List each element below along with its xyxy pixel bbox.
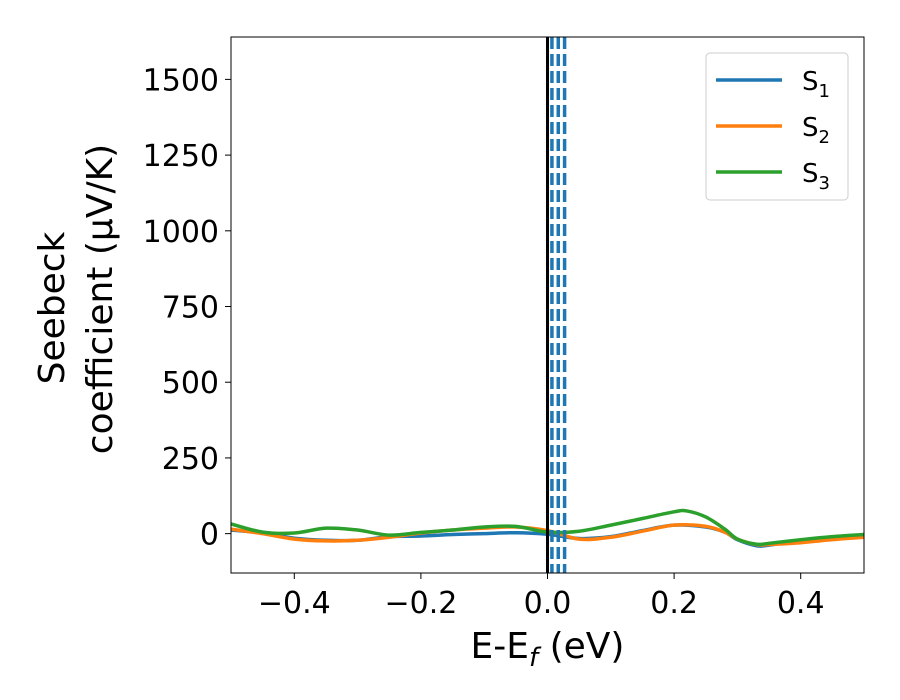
x-axis-title-unit: (eV) — [538, 626, 624, 667]
axis-ticks: −0.4 −0.2 0.0 0.2 0.4 0 250 500 750 1000 1250 1500 — [143, 63, 825, 621]
legend-label-s3: S3 — [802, 159, 830, 194]
y-tick-label: 0 — [200, 518, 219, 553]
x-tick-label: 0.4 — [777, 586, 825, 621]
x-axis-title: E-Ef (eV) — [471, 626, 625, 673]
series-line-s3 — [231, 508, 864, 547]
y-tick-label: 1250 — [143, 139, 219, 174]
x-axis-title-main: E-E — [471, 626, 529, 667]
y-tick-label: 1500 — [143, 63, 219, 98]
y-axis-title-line1: Seebeck — [32, 231, 73, 384]
legend-label-s2: S2 — [802, 113, 830, 148]
y-axis-title-line2: coefficient (μV/K) — [80, 144, 121, 454]
legend-label-s1: S1 — [802, 67, 830, 102]
y-tick-label: 1000 — [143, 215, 219, 250]
legend: S1 S2 S3 — [705, 52, 849, 201]
y-tick-label: 750 — [162, 291, 219, 326]
x-tick-label: 0.2 — [650, 586, 698, 621]
x-tick-label: 0.0 — [524, 586, 572, 621]
x-tick-label: −0.2 — [384, 586, 457, 621]
plot-marks — [231, 37, 864, 573]
x-tick-label: −0.4 — [258, 586, 331, 621]
y-tick-label: 500 — [162, 366, 219, 401]
y-tick-label: 250 — [162, 442, 219, 477]
